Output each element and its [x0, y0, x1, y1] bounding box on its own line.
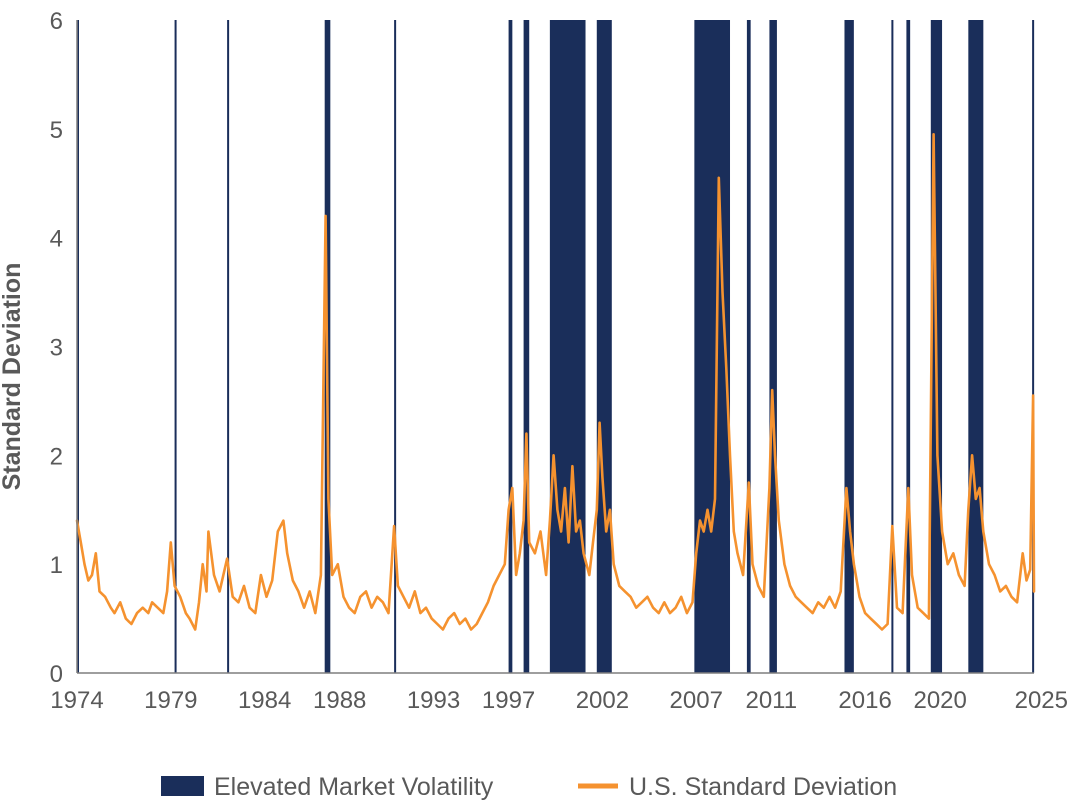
- volatility-band-5: [508, 20, 513, 673]
- x-tick-label-1997: 1997: [482, 687, 535, 714]
- axes: [76, 20, 1034, 674]
- legend-label-us-std-dev: U.S. Standard Deviation: [629, 773, 897, 801]
- volatility-band-1: [174, 20, 177, 673]
- volatility-band-7: [549, 20, 586, 673]
- y-tick-label-5: 5: [50, 117, 63, 144]
- y-axis-title: Standard Deviation: [0, 263, 26, 491]
- volatility-band-0: [77, 20, 79, 673]
- volatility-bands: [77, 20, 1035, 673]
- volatility-band-14: [906, 20, 911, 673]
- y-tick-label-0: 0: [50, 661, 63, 688]
- x-tick-label-2016: 2016: [838, 687, 891, 714]
- volatility-band-4: [394, 20, 397, 673]
- y-tick-label-3: 3: [50, 335, 63, 362]
- y-tick-label-6: 6: [50, 8, 63, 35]
- x-tick-label-1984: 1984: [238, 687, 291, 714]
- volatility-band-8: [596, 20, 612, 673]
- volatility-band-2: [227, 20, 230, 673]
- x-tick-label-1979: 1979: [144, 687, 197, 714]
- volatility-band-16: [968, 20, 984, 673]
- y-tick-labels: 0 1 2 3 4 5 6: [50, 8, 63, 688]
- volatility-band-10: [746, 20, 751, 673]
- volatility-band-17: [1032, 20, 1035, 673]
- x-tick-label-1974: 1974: [50, 687, 103, 714]
- volatility-band-12: [844, 20, 854, 673]
- y-tick-label-1: 1: [50, 552, 63, 579]
- x-tick-label-2020: 2020: [913, 687, 966, 714]
- series-line-layer: [75, 133, 1036, 631]
- volatility-band-6: [523, 20, 530, 673]
- x-tick-label-2011: 2011: [745, 687, 797, 714]
- x-tick-labels: 1974 1979 1984 1988 1993 1997 2002 2007 2011 2016…: [50, 687, 1068, 714]
- x-tick-label-2002: 2002: [576, 687, 629, 714]
- x-tick-label-2007: 2007: [670, 687, 723, 714]
- legend-label-elevated-volatility: Elevated Market Volatility: [214, 773, 494, 801]
- volatility-band-13: [891, 20, 894, 673]
- volatility-band-11: [769, 20, 777, 673]
- legend: Elevated Market Volatility U.S. Standard…: [161, 773, 897, 801]
- x-tick-label-1993: 1993: [407, 687, 460, 714]
- legend-swatch-elevated-volatility: [161, 776, 204, 796]
- y-tick-label-2: 2: [50, 443, 63, 470]
- series-line-us-std-dev: [75, 133, 1036, 631]
- x-tick-label-2025: 2025: [1015, 687, 1068, 714]
- y-tick-label-4: 4: [50, 226, 63, 253]
- x-tick-label-1988: 1988: [313, 687, 366, 714]
